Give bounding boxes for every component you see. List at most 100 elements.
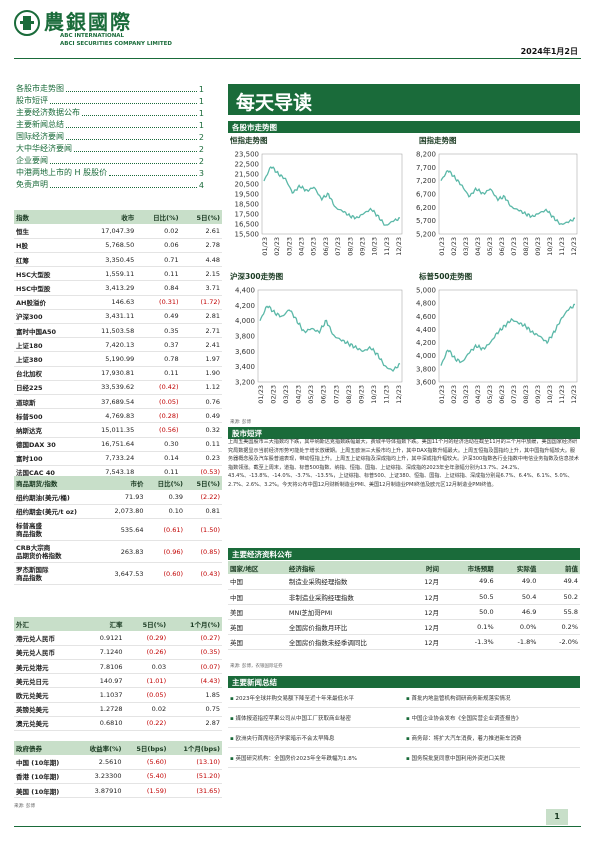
toc-dots (66, 139, 197, 140)
column-header: 收市 (80, 210, 137, 225)
plot-frame (438, 289, 578, 383)
toc-dots (74, 151, 197, 152)
cell-value: 5,768.50 (80, 238, 137, 254)
cell-value: 0.6810 (82, 716, 125, 732)
news-item[interactable]: 2023年全球并购交易额下降至近十年来最低水平 (228, 688, 404, 707)
toc-item-label: 主要经济数据公布 (16, 108, 80, 117)
cell-value: (0.31) (136, 295, 181, 310)
cell-value: 1,559.11 (80, 266, 137, 282)
plot-frame (438, 153, 578, 235)
x-tick-label: 11/23 (382, 385, 390, 404)
x-tick-label: 05/23 (307, 385, 315, 404)
table-row: 恒生 17,047.39 0.02 2.61 (14, 224, 222, 239)
column-header: 前值 (538, 561, 580, 574)
cell-value: 0.10 (145, 504, 186, 520)
x-tick-label: 11/23 (383, 237, 391, 256)
y-tick-label: 23,500 (235, 151, 260, 159)
cell-value: 50.4 (495, 589, 539, 605)
news-item[interactable]: 首批内地监管机构调研商务新规落实情况 (404, 688, 580, 707)
cell-value: 1.2728 (82, 702, 125, 717)
toc-item[interactable]: 中港两地上市的 H 股股价 3 (16, 166, 204, 178)
news-item[interactable]: 欧洲央行首席经济学家暗示不会太早降息 (228, 728, 404, 747)
toc-item[interactable]: 企业要闻 2 (16, 154, 204, 166)
toc-dots (50, 163, 197, 164)
row-label: H股 (14, 238, 81, 254)
news-list: 2023年全球并购交易额下降至近十年来最低水平首批内地监管机构调研商务新规落实情… (228, 688, 580, 768)
table-row: HSC大型股 1,559.11 0.11 2.15 (14, 266, 222, 282)
column-header: 实际值 (495, 561, 539, 574)
cell-value: 0.84 (136, 280, 181, 296)
table-row: 中国 非制造业采购经理指数 12月 50.5 50.4 50.2 (228, 589, 580, 605)
x-tick-label: 06/23 (322, 237, 330, 256)
table-row: 罗杰斯国际 商品指数 3,647.53 (0.60) (0.43) (14, 562, 222, 586)
cell-value: 0.11 (136, 266, 181, 282)
row-label: 标普500 (14, 408, 81, 424)
toc-item-label: 大中华经济要闻 (16, 144, 72, 153)
x-tick-label: 06/23 (498, 237, 506, 256)
indices-table: 指数 收市 日比(%) 5日(%) 恒生 17,047.39 0.02 2.61 H股 5,768… (14, 210, 222, 481)
table-row: 德国DAX 30 16,751.64 0.30 0.11 (14, 437, 222, 452)
column-header: 日比(%) (136, 210, 181, 225)
toc-item[interactable]: 各股市走势图 1 (16, 82, 204, 94)
x-tick-label: 04/23 (298, 237, 306, 256)
cell-value: 全国房价指数未经季调同比 (286, 634, 407, 651)
table-row: 纽约期金(美元/t oz) 2,073.80 0.10 0.81 (14, 504, 222, 520)
cell-value: 3.87910 (76, 783, 124, 799)
x-tick-label: 09/23 (534, 385, 542, 404)
toc-item-page: 3 (198, 169, 204, 178)
x-tick-label: 08/23 (522, 385, 530, 404)
charts-section-title: 各股市走势图 (228, 121, 580, 133)
cell-value: (0.28) (136, 408, 181, 424)
plot-frame (261, 153, 403, 235)
toc-item[interactable]: 国际经济要闻 2 (16, 130, 204, 142)
cell-value: (0.29) (124, 631, 169, 646)
cell-value: 全国房价指数月环比 (286, 619, 407, 636)
column-header: 商品期货/指数 (14, 476, 102, 491)
toc-item[interactable]: 大中华经济要闻 2 (16, 142, 204, 154)
toc-dots (50, 187, 197, 188)
table-row: 红筹 3,350.45 0.71 4.48 (14, 252, 222, 268)
cell-value: 0.06 (136, 238, 181, 254)
table-row: CRB大宗商 品期货价格指数 263.83 (0.96) (0.85) (14, 540, 222, 564)
cell-value: 33,539.62 (80, 380, 137, 395)
y-tick-label: 17,500 (235, 211, 260, 219)
charts-source: 来源: 彭博 (230, 420, 251, 425)
x-tick-label: 03/23 (462, 385, 470, 404)
table-header-row: 外汇 汇率 5日(%) 1个月(%) (14, 617, 222, 632)
toc-item[interactable]: 免责声明 4 (16, 178, 204, 190)
brand-name-cn: 農銀國際 (44, 10, 132, 34)
toc-item[interactable]: 主要新闻总结 1 (16, 118, 204, 130)
cell-value: (0.96) (145, 540, 186, 564)
cell-value: 50.0 (441, 604, 496, 621)
cell-value: 0.49 (136, 309, 181, 325)
row-label: 港元兑人民币 (14, 631, 83, 646)
x-tick-label: 09/23 (357, 385, 365, 404)
news-row: 媒体报道指控苹果公司从中国工厂获取商业秘密中国企业协会发布《全国民营企业调查报告… (228, 708, 580, 728)
table-header-row: 指数 收市 日比(%) 5日(%) (14, 210, 222, 225)
toc-item[interactable]: 主要经济数据公布 1 (16, 106, 204, 118)
cell-value: 0.76 (180, 394, 222, 410)
table-row: 美元兑人民币 7.1240 (0.26) (0.35) (14, 645, 222, 661)
toc-item-page: 1 (198, 85, 204, 94)
news-item[interactable]: 英国研究机构：全国房价2023年全年跌幅为1.8% (228, 748, 404, 767)
econ-data-table: 国家/地区 经济指标 时间 市场预期 实际值 前值 中国 制造业采购经理指数 12月 49.6 49… (228, 561, 580, 651)
row-label: 澳元兑美元 (14, 716, 83, 732)
cell-value: 2.78 (180, 238, 222, 254)
x-tick-label: 09/23 (534, 237, 542, 256)
x-tick-label: 06/23 (320, 385, 328, 404)
news-item[interactable]: 媒体报道指控苹果公司从中国工厂获取商业秘密 (228, 708, 404, 727)
cell-value: 2.71 (180, 323, 222, 339)
news-item[interactable]: 中国企业协会发布《全国民营企业调查报告》 (404, 708, 580, 727)
row-label: 中国 (228, 589, 287, 605)
cell-value: 2.61 (180, 224, 222, 239)
table-header-row: 国家/地区 经济指标 时间 市场预期 实际值 前值 (228, 561, 580, 574)
cell-value: (0.85) (185, 540, 222, 564)
commodities-table: 商品期货/指数 市价 日比(%) 5日(%) 纽约期油(美元/桶) 71.93 0.39 (2… (14, 476, 222, 586)
x-tick-label: 04/23 (474, 237, 482, 256)
toc-item[interactable]: 股市短评 1 (16, 94, 204, 106)
column-header: 1个月(%) (168, 617, 222, 632)
news-item[interactable]: 商务部：将扩大汽车消费，着力推进新车消费 (404, 728, 580, 747)
news-item[interactable]: 国务院批复同意中国利用外资进口关税 (404, 748, 580, 767)
x-tick-label: 10/23 (546, 385, 554, 404)
table-row: 美国 MNI芝加哥PMI 12月 50.0 46.9 55.8 (228, 604, 580, 621)
